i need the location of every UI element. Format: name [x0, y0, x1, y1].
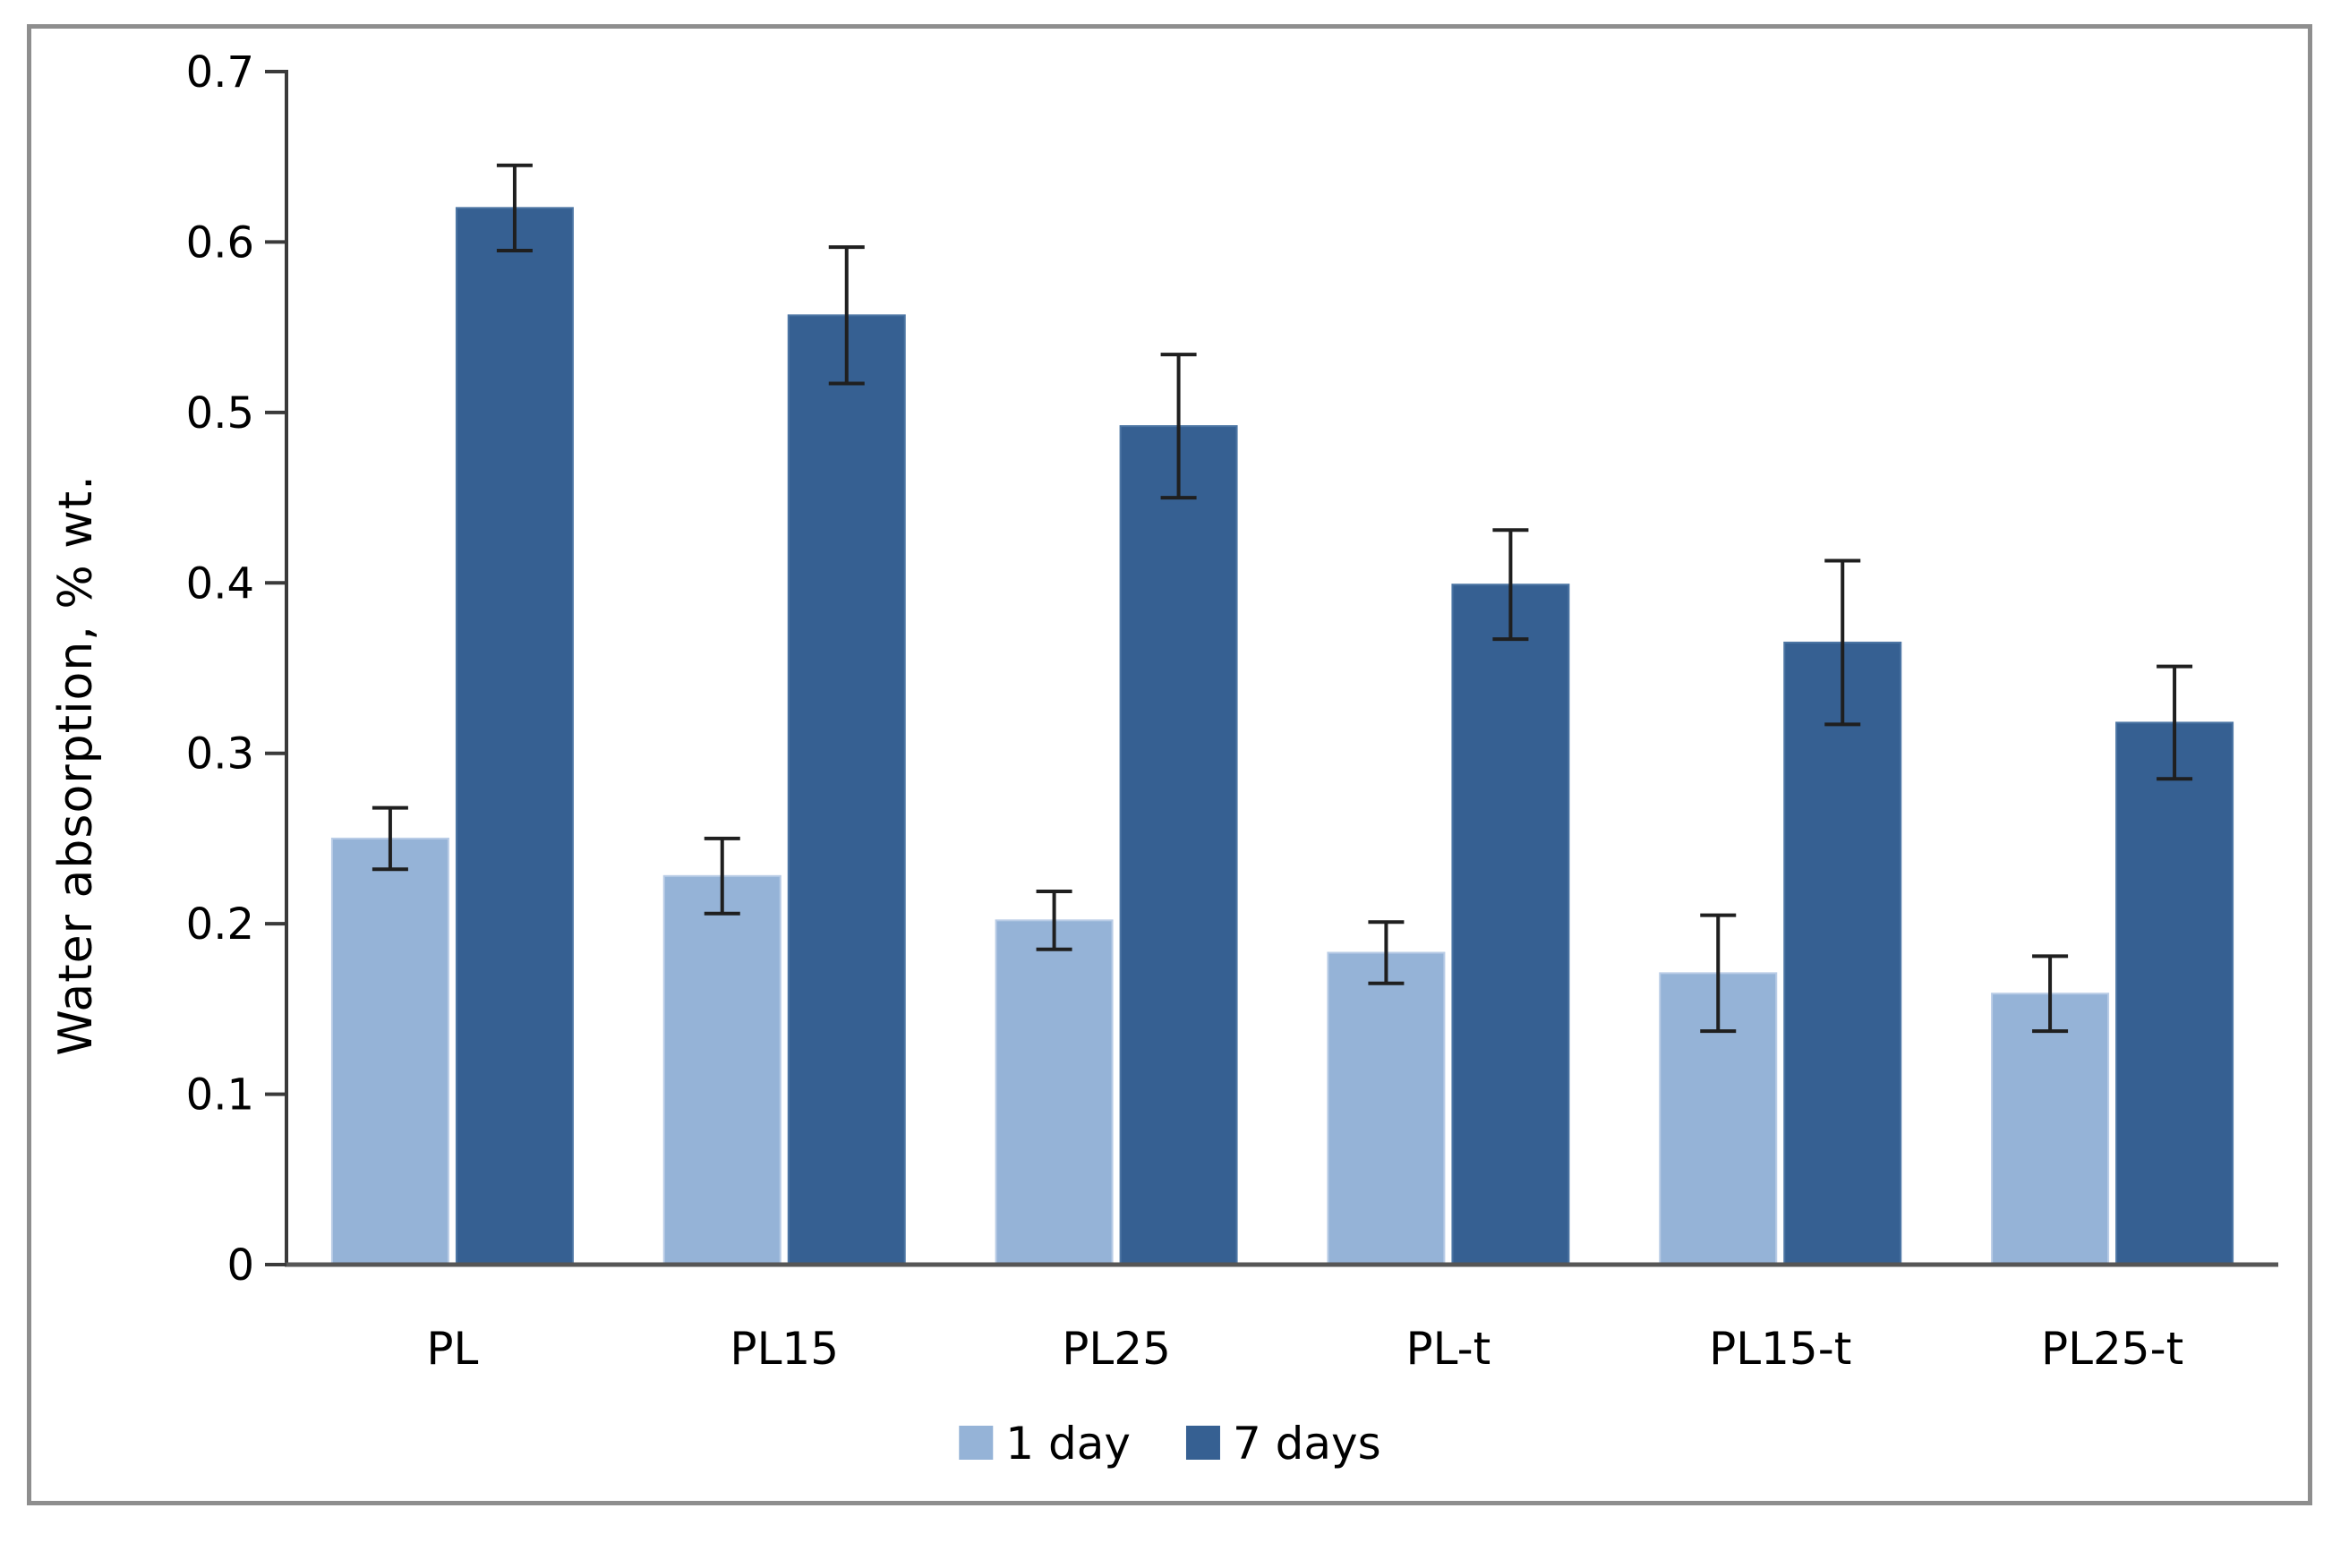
error-bar-1-day-PL15 — [704, 836, 740, 916]
error-bar-7-days-PL15 — [828, 245, 865, 386]
bar-7-days-PL15-t — [1783, 641, 1902, 1265]
legend-item-7-days: 7 days — [1185, 1418, 1381, 1470]
bar-7-days-PL15 — [787, 314, 906, 1265]
x-category-label-PL25-t: PL25-t — [2041, 1323, 2183, 1375]
bar-7-days-PL-t — [1451, 584, 1570, 1265]
x-category-label-PL25: PL25 — [1062, 1323, 1171, 1375]
error-bar-7-days-PL — [496, 163, 533, 252]
x-category-label-PL-t: PL-t — [1406, 1323, 1491, 1375]
bar-7-days-PL — [455, 207, 574, 1265]
y-tick-label: 0.3 — [186, 729, 254, 780]
legend-label-7-days: 7 days — [1233, 1418, 1381, 1470]
y-tick-label: 0.5 — [186, 388, 254, 439]
y-tick-label: 0.4 — [186, 558, 254, 609]
y-tick-label: 0.6 — [186, 217, 254, 268]
x-category-label-PL15-t: PL15-t — [1709, 1323, 1851, 1375]
bar-1-day-PL — [330, 837, 449, 1266]
bar-1-day-PL25 — [995, 919, 1114, 1265]
error-bar-1-day-PL25-t — [2032, 954, 2069, 1034]
error-bar-1-day-PL15-t — [1700, 913, 1737, 1034]
y-tick-label: 0 — [226, 1240, 254, 1291]
x-category-label-PL15: PL15 — [730, 1323, 839, 1375]
bar-7-days-PL25 — [1119, 425, 1238, 1265]
bar-7-days-PL25-t — [2115, 721, 2234, 1265]
bar-1-day-PL25-t — [1991, 993, 2110, 1266]
legend-label-1-day: 1 day — [1005, 1418, 1131, 1470]
error-bar-7-days-PL15-t — [1824, 558, 1861, 727]
error-bar-1-day-PL — [372, 805, 408, 872]
legend-swatch-1-day — [959, 1426, 994, 1460]
legend: 1 day 7 days — [959, 1418, 1381, 1470]
legend-swatch-7-days — [1185, 1426, 1220, 1460]
x-category-label-PL: PL — [426, 1323, 478, 1375]
bar-1-day-PL-t — [1327, 951, 1446, 1266]
bar-1-day-PL15 — [662, 874, 782, 1266]
y-axis-title: Water absorption, % wt. — [49, 474, 103, 1056]
error-bar-7-days-PL25-t — [2157, 664, 2193, 781]
y-tick-label: 0.2 — [186, 899, 254, 950]
error-bar-7-days-PL25 — [1160, 353, 1197, 500]
error-bar-1-day-PL25 — [1036, 889, 1072, 951]
y-tick-label: 0.7 — [186, 47, 254, 98]
y-tick-label: 0.1 — [186, 1070, 254, 1121]
error-bar-1-day-PL-t — [1368, 920, 1405, 985]
error-bar-7-days-PL-t — [1492, 528, 1529, 642]
legend-item-1-day: 1 day — [959, 1418, 1131, 1470]
